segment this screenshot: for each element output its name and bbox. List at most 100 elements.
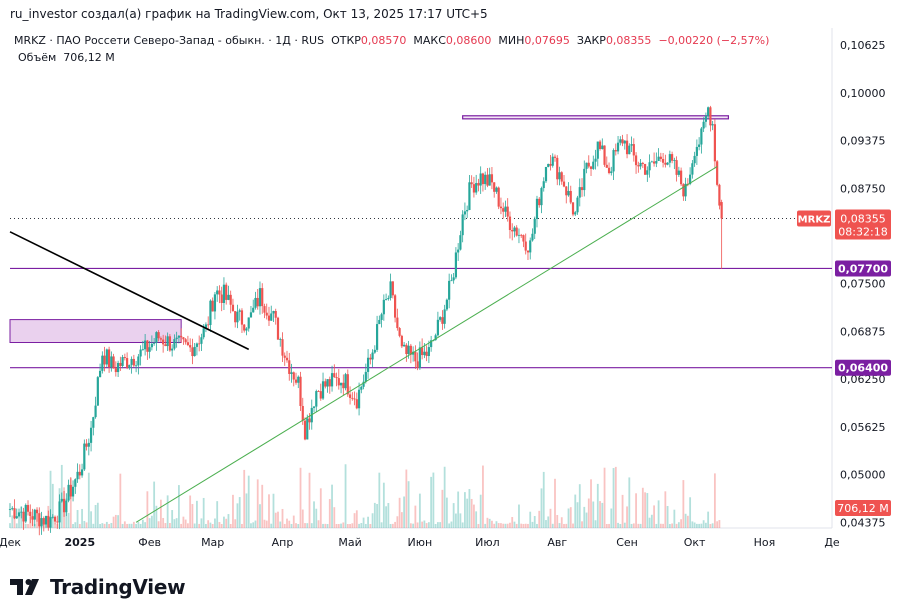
x-tick-label: Дек [0, 536, 21, 549]
candle-body [344, 374, 347, 389]
volume-bar [292, 515, 295, 528]
candle-body [200, 337, 203, 344]
volume-bar [380, 522, 383, 528]
volume-bar [475, 511, 478, 528]
candle-body [472, 184, 476, 193]
candle-body [542, 181, 545, 189]
volume-bar [51, 483, 54, 528]
candle-body [148, 347, 151, 352]
candle-body [164, 344, 167, 347]
candle-body [612, 150, 615, 172]
candle-body [315, 391, 318, 407]
candle-body [693, 155, 696, 164]
candle-body [659, 156, 662, 159]
high-label: МАКС [413, 34, 446, 47]
volume-bar [139, 523, 142, 528]
volume-bar [281, 508, 284, 528]
candle-body [589, 166, 593, 169]
volume-bar [563, 523, 565, 528]
volume-bar [117, 515, 119, 528]
volume-bar [608, 523, 610, 528]
candle-body [603, 145, 606, 165]
candle-body [103, 355, 106, 365]
volume-bar [371, 513, 374, 528]
volume-bar [94, 505, 97, 528]
volume-bar [684, 513, 687, 528]
high-value: 0,08600 [445, 34, 492, 47]
volume-bar [443, 466, 446, 528]
y-tick-label: 0,05000 [840, 469, 886, 482]
volume-bar [18, 511, 20, 528]
volume-bar [175, 518, 178, 528]
candle-body [436, 319, 439, 336]
volume-bar [306, 523, 309, 528]
candle-body [655, 161, 658, 164]
candle-body [445, 299, 448, 310]
candle-body [630, 144, 633, 146]
volume-bar [162, 517, 165, 528]
x-tick-label: 2025 [65, 536, 96, 549]
candle-body [502, 208, 505, 212]
x-tick-label: Апр [272, 536, 294, 549]
candle-body [569, 190, 572, 203]
volume-bar [344, 464, 347, 528]
last-candle-body [720, 202, 723, 219]
candle-body [80, 469, 84, 476]
volume-bar [148, 518, 151, 528]
candle-body [49, 517, 52, 528]
candle-body [466, 209, 469, 212]
x-tick-label: Мар [201, 536, 224, 549]
candle-body [565, 186, 568, 196]
candle-body [353, 398, 356, 400]
volume-bar [675, 523, 678, 528]
candle-body [371, 352, 374, 360]
candle-body [137, 356, 140, 366]
candle-body [360, 386, 363, 390]
candle-body [283, 355, 286, 358]
candle-body [711, 124, 714, 126]
candle-body [430, 340, 433, 348]
candle-body [389, 281, 392, 298]
volume-bar [211, 524, 214, 528]
volume-bar [718, 520, 721, 528]
y-tick-label: 0,06875 [840, 325, 886, 338]
candle-body [709, 107, 712, 126]
candle-body [189, 345, 192, 348]
volume-bar [358, 523, 360, 528]
volume-bar [220, 523, 223, 528]
volume-bar [290, 523, 293, 528]
candle-body [403, 344, 406, 347]
ohlc-legend: MRKZ · ПАО Россети Северо-Запад - обыкн.… [14, 34, 769, 47]
level-lower-badge [835, 359, 891, 376]
candle-body [218, 290, 221, 295]
volume-bar [297, 524, 300, 528]
candle-body [130, 358, 133, 365]
candle-body [614, 150, 617, 152]
volume-bar [130, 523, 133, 528]
candle-body [101, 355, 104, 371]
volume-bar [554, 478, 556, 528]
candle-body [493, 182, 496, 192]
volume-bar [511, 517, 514, 528]
volume-bar [493, 523, 496, 528]
volume-bar [461, 522, 464, 528]
volume-bar [423, 520, 426, 528]
volume-bar [680, 519, 683, 528]
candle-body [126, 358, 129, 368]
candle-body [326, 379, 329, 387]
volume-bar [626, 506, 628, 528]
volume-bar [464, 492, 466, 528]
candle-body [116, 362, 120, 373]
candle-body [405, 344, 408, 355]
candle-body [146, 340, 149, 352]
volume-bar [653, 505, 655, 528]
candle-body [549, 163, 552, 166]
candle-body [17, 512, 21, 517]
candle-body [628, 145, 631, 155]
volume-bar [182, 516, 185, 528]
candle-body [265, 312, 268, 316]
candle-body [646, 170, 649, 175]
candle-body [107, 349, 111, 368]
candle-body [191, 347, 194, 357]
